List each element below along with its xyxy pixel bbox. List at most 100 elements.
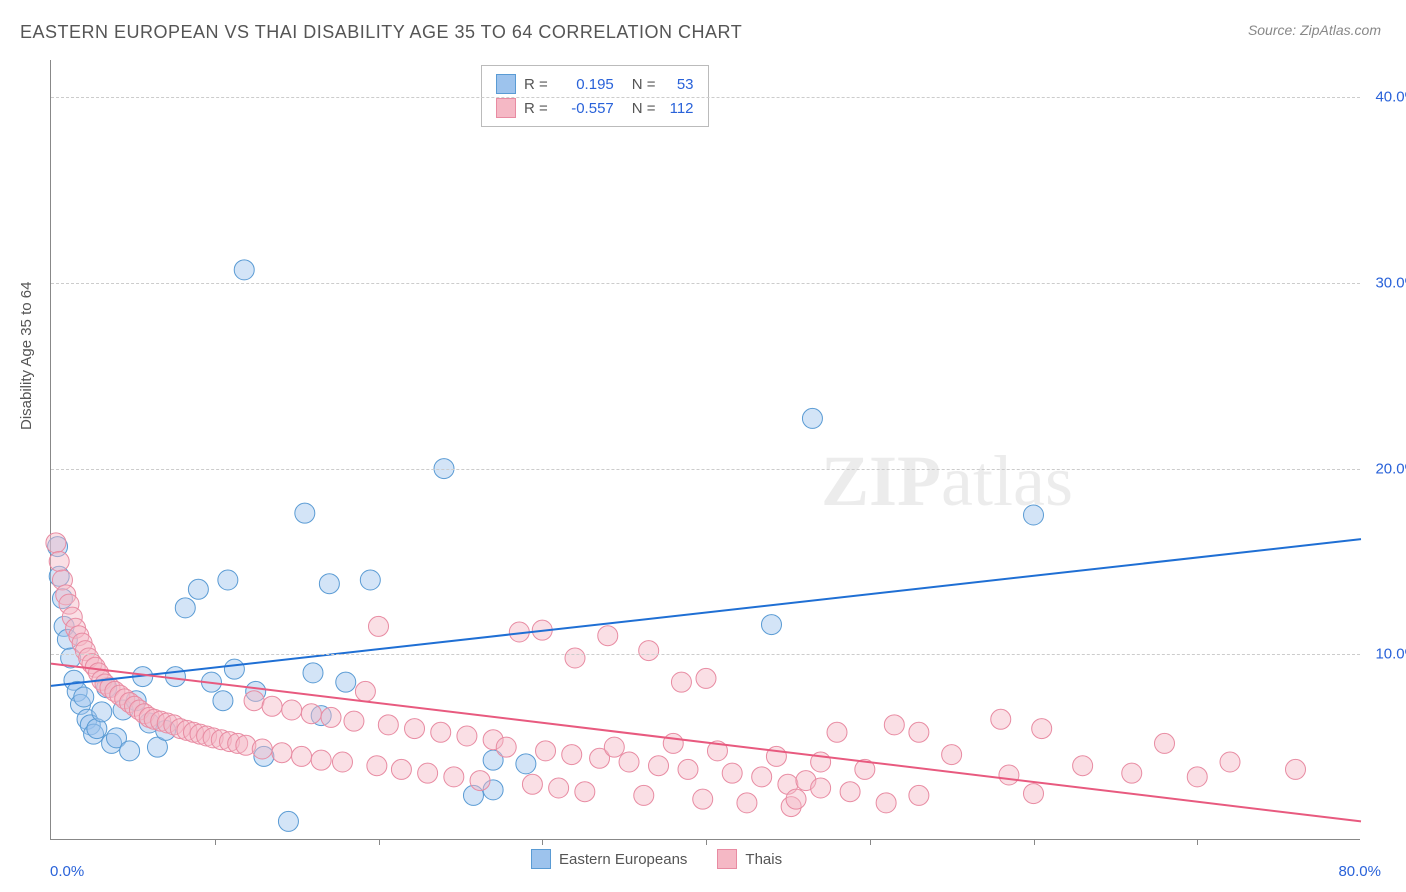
data-point bbox=[802, 408, 822, 428]
data-point bbox=[292, 746, 312, 766]
gridline bbox=[51, 97, 1360, 98]
data-point bbox=[678, 759, 698, 779]
data-point bbox=[272, 743, 292, 763]
data-point bbox=[1187, 767, 1207, 787]
data-point bbox=[319, 574, 339, 594]
data-point bbox=[1024, 505, 1044, 525]
chart-svg bbox=[51, 60, 1360, 839]
data-point bbox=[234, 260, 254, 280]
data-point bbox=[942, 745, 962, 765]
data-point bbox=[418, 763, 438, 783]
data-point bbox=[244, 691, 264, 711]
data-point bbox=[619, 752, 639, 772]
trend-line bbox=[51, 539, 1361, 686]
data-point bbox=[470, 771, 490, 791]
data-point bbox=[49, 551, 69, 571]
data-point bbox=[457, 726, 477, 746]
data-point bbox=[332, 752, 352, 772]
data-point bbox=[649, 756, 669, 776]
data-point bbox=[46, 533, 66, 553]
data-point bbox=[696, 668, 716, 688]
data-point bbox=[391, 759, 411, 779]
plot-area: ZIPatlas R = 0.195 N = 53 R = -0.557 N =… bbox=[50, 60, 1360, 840]
data-point bbox=[378, 715, 398, 735]
data-point bbox=[120, 741, 140, 761]
legend-label-1: Thais bbox=[745, 851, 782, 868]
data-point bbox=[671, 672, 691, 692]
gridline bbox=[51, 283, 1360, 284]
data-point bbox=[74, 687, 94, 707]
data-point bbox=[1024, 784, 1044, 804]
data-point bbox=[884, 715, 904, 735]
data-point bbox=[991, 709, 1011, 729]
xtick bbox=[1197, 839, 1198, 845]
data-point bbox=[405, 719, 425, 739]
data-point bbox=[218, 570, 238, 590]
ytick-label: 10.0% bbox=[1375, 646, 1406, 663]
data-point bbox=[295, 503, 315, 523]
data-point bbox=[562, 745, 582, 765]
data-point bbox=[639, 641, 659, 661]
data-point bbox=[752, 767, 772, 787]
data-point bbox=[278, 811, 298, 831]
data-point bbox=[536, 741, 556, 761]
data-point bbox=[188, 579, 208, 599]
data-point bbox=[282, 700, 302, 720]
xtick bbox=[379, 839, 380, 845]
data-point bbox=[811, 778, 831, 798]
data-point bbox=[301, 704, 321, 724]
xtick bbox=[215, 839, 216, 845]
data-point bbox=[1073, 756, 1093, 776]
legend-item-1: Thais bbox=[717, 849, 782, 869]
ytick-label: 20.0% bbox=[1375, 460, 1406, 477]
data-point bbox=[909, 785, 929, 805]
data-point bbox=[321, 707, 341, 727]
series-legend: Eastern Europeans Thais bbox=[531, 849, 782, 869]
data-point bbox=[92, 702, 112, 722]
data-point bbox=[1155, 733, 1175, 753]
data-point bbox=[431, 722, 451, 742]
data-point bbox=[252, 739, 272, 759]
data-point bbox=[840, 782, 860, 802]
data-point bbox=[598, 626, 618, 646]
data-point bbox=[1032, 719, 1052, 739]
xtick bbox=[870, 839, 871, 845]
data-point bbox=[522, 774, 542, 794]
source-attribution: Source: ZipAtlas.com bbox=[1248, 22, 1381, 38]
data-point bbox=[663, 733, 683, 753]
data-point bbox=[444, 767, 464, 787]
data-point bbox=[516, 754, 536, 774]
data-point bbox=[496, 737, 516, 757]
x-axis-max-label: 80.0% bbox=[1338, 863, 1381, 880]
data-point bbox=[634, 785, 654, 805]
data-point bbox=[303, 663, 323, 683]
data-point bbox=[909, 722, 929, 742]
data-point bbox=[737, 793, 757, 813]
ytick-label: 40.0% bbox=[1375, 89, 1406, 106]
legend-label-0: Eastern Europeans bbox=[559, 851, 687, 868]
data-point bbox=[369, 616, 389, 636]
gridline bbox=[51, 469, 1360, 470]
data-point bbox=[311, 750, 331, 770]
ytick-label: 30.0% bbox=[1375, 274, 1406, 291]
data-point bbox=[1122, 763, 1142, 783]
xtick bbox=[706, 839, 707, 845]
data-point bbox=[1286, 759, 1306, 779]
legend-swatch-bottom-1 bbox=[717, 849, 737, 869]
legend-swatch-bottom-0 bbox=[531, 849, 551, 869]
data-point bbox=[693, 789, 713, 809]
data-point bbox=[549, 778, 569, 798]
data-point bbox=[1220, 752, 1240, 772]
data-point bbox=[827, 722, 847, 742]
chart-title: EASTERN EUROPEAN VS THAI DISABILITY AGE … bbox=[20, 22, 742, 43]
gridline bbox=[51, 654, 1360, 655]
xtick bbox=[1034, 839, 1035, 845]
xtick bbox=[542, 839, 543, 845]
data-point bbox=[367, 756, 387, 776]
data-point bbox=[355, 681, 375, 701]
data-point bbox=[360, 570, 380, 590]
data-point bbox=[999, 765, 1019, 785]
data-point bbox=[175, 598, 195, 618]
data-point bbox=[224, 659, 244, 679]
data-point bbox=[336, 672, 356, 692]
